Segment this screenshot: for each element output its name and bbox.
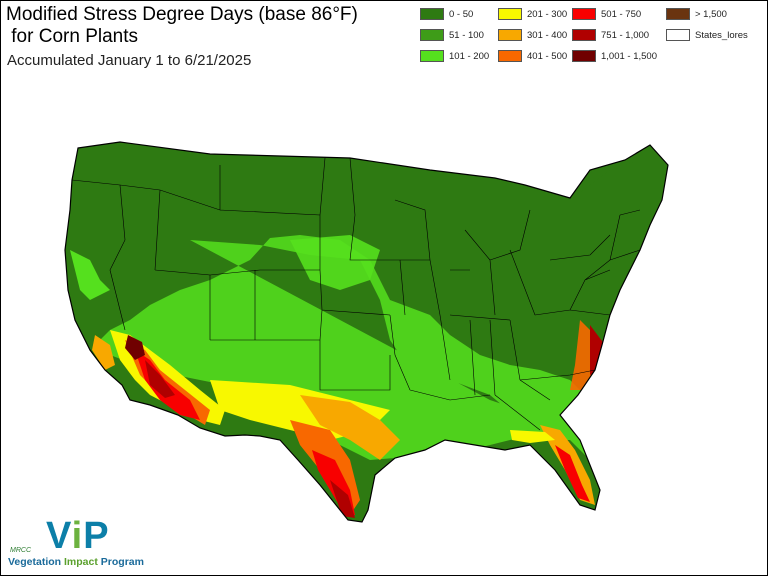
legend-label: 51 - 100 (449, 29, 484, 41)
legend-label: > 1,500 (695, 8, 727, 20)
legend-item-1001-1500: 1,001 - 1,500 (572, 50, 657, 62)
legend-label: 401 - 500 (527, 50, 568, 62)
legend-swatch (572, 8, 596, 20)
mrcc-label: MRCC (10, 547, 31, 554)
program-word-3: Program (97, 556, 144, 568)
state-boundaries (71, 157, 641, 431)
program-word-2: Impact (64, 556, 98, 568)
legend-label: 1,001 - 1,500 (601, 50, 657, 62)
vip-logo: MRCC ViP Vegetation Impact Program (6, 515, 166, 573)
legend-label: 301 - 400 (527, 29, 568, 41)
legend-label: 501 - 750 (601, 8, 642, 20)
program-word-1: Vegetation (8, 556, 65, 568)
vip-p: P (83, 515, 110, 557)
legend-swatch (572, 29, 596, 41)
legend-label: 751 - 1,000 (601, 29, 650, 41)
legend-swatch (498, 8, 522, 20)
vip-wordmark: ViP (46, 515, 110, 558)
legend-item-0-50: 0 - 50 (420, 8, 473, 20)
us-map (64, 141, 669, 523)
legend-item-751-1000: 751 - 1,000 (572, 29, 649, 41)
legend-swatch (572, 50, 596, 62)
map-subtitle: Accumulated January 1 to 6/21/2025 (7, 52, 252, 69)
legend-swatch (420, 50, 444, 62)
vip-v: V (46, 515, 72, 557)
program-name: Vegetation Impact Program (8, 556, 144, 568)
legend-item-401-500: 401 - 500 (498, 50, 567, 62)
legend-item-301-400: 301 - 400 (498, 29, 567, 41)
legend-item-over-1500: > 1,500 (666, 8, 727, 20)
legend-swatch (420, 8, 444, 20)
legend: 0 - 50 51 - 100 101 - 200 201 - 300 301 … (420, 8, 760, 68)
legend-item-states: States_lores (666, 29, 748, 41)
legend-swatch (498, 29, 522, 41)
stress-fill (65, 142, 668, 522)
legend-label: States_lores (695, 29, 748, 41)
legend-item-101-200: 101 - 200 (420, 50, 489, 62)
legend-swatch (666, 29, 690, 41)
legend-swatch (420, 29, 444, 41)
legend-label: 201 - 300 (527, 8, 568, 20)
map-title: Modified Stress Degree Days (base 86°F) … (6, 4, 358, 47)
legend-item-201-300: 201 - 300 (498, 8, 567, 20)
legend-item-501-750: 501 - 750 (572, 8, 641, 20)
legend-swatch (666, 8, 690, 20)
legend-label: 101 - 200 (449, 50, 490, 62)
legend-label: 0 - 50 (449, 8, 474, 20)
legend-swatch (498, 50, 522, 62)
legend-item-51-100: 51 - 100 (420, 29, 484, 41)
vip-i: i (71, 515, 84, 557)
